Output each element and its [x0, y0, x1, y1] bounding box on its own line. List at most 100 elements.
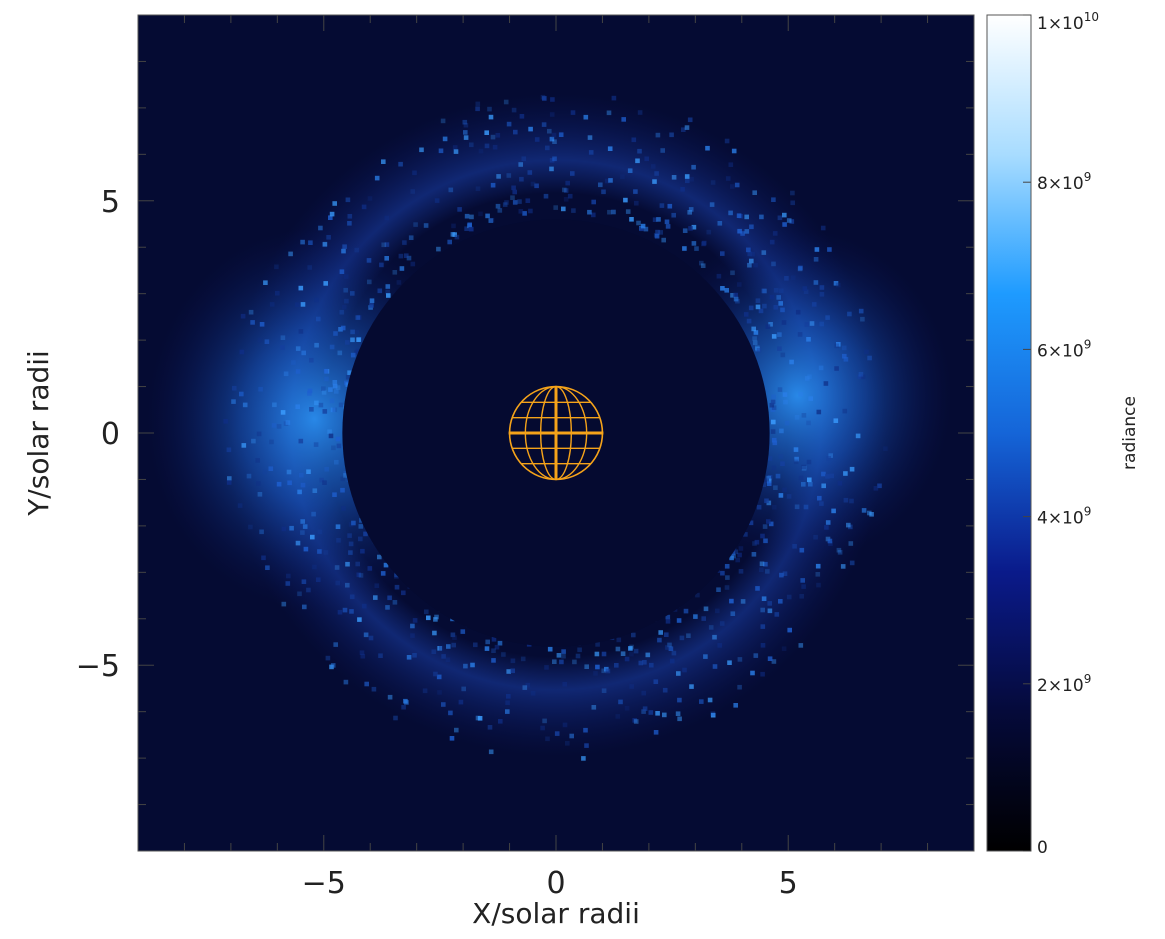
speckle	[387, 694, 393, 700]
speckle	[681, 127, 686, 132]
speckle	[772, 231, 778, 236]
speckle	[797, 332, 803, 337]
speckle	[615, 714, 621, 719]
speckle	[648, 710, 654, 715]
speckle	[667, 203, 673, 209]
speckle	[473, 642, 478, 648]
speckle	[800, 578, 805, 583]
speckle	[633, 648, 639, 654]
speckle	[506, 669, 511, 674]
speckle	[343, 274, 349, 279]
speckle	[754, 539, 760, 545]
speckle	[475, 186, 481, 191]
speckle	[807, 374, 812, 379]
speckle	[808, 396, 813, 401]
speckle	[487, 725, 493, 730]
plot-area	[137, 14, 975, 852]
speckle	[803, 504, 809, 510]
speckle	[827, 247, 832, 252]
speckle	[485, 213, 490, 219]
speckle	[676, 671, 681, 676]
speckle	[665, 619, 671, 624]
speckle	[512, 200, 518, 205]
speckle	[478, 148, 484, 154]
speckle	[300, 239, 305, 245]
speckle	[687, 117, 693, 123]
speckle	[380, 571, 386, 576]
speckle	[381, 242, 386, 248]
speckle	[737, 282, 742, 287]
speckle	[381, 159, 386, 164]
speckle	[809, 321, 815, 326]
speckle	[816, 409, 822, 415]
speckle	[295, 404, 300, 409]
speckle	[326, 235, 331, 240]
speckle	[269, 439, 274, 445]
y-tick-label: 5	[101, 185, 120, 220]
speckle	[760, 607, 765, 613]
speckle	[285, 420, 291, 425]
speckle	[361, 204, 367, 210]
speckle	[332, 201, 337, 206]
speckle	[701, 616, 706, 621]
speckle	[549, 166, 554, 172]
speckle	[259, 322, 265, 327]
speckle	[518, 162, 523, 167]
speckle	[584, 743, 589, 748]
speckle	[321, 390, 327, 395]
speckle	[616, 637, 622, 643]
speckle	[554, 731, 560, 736]
speckle	[790, 275, 796, 280]
speckle	[820, 225, 826, 231]
speckle	[317, 529, 323, 535]
speckle	[725, 176, 731, 181]
speckle	[438, 645, 444, 651]
speckle	[438, 148, 444, 154]
speckle	[303, 546, 309, 552]
speckle	[379, 262, 384, 268]
speckle	[717, 221, 723, 226]
speckle	[448, 187, 454, 193]
speckle	[410, 623, 415, 629]
speckle	[295, 540, 301, 546]
speckle	[358, 536, 363, 542]
speckle	[404, 253, 409, 258]
speckle	[794, 456, 799, 462]
speckle	[239, 391, 244, 397]
speckle	[513, 129, 518, 135]
colorbar-label: radiance	[1120, 396, 1140, 470]
speckle	[587, 135, 593, 140]
speckle	[226, 480, 232, 485]
speckle	[771, 465, 777, 471]
speckle	[311, 511, 316, 517]
speckle	[343, 470, 348, 476]
speckle	[824, 525, 829, 530]
speckle	[445, 657, 451, 662]
speckle	[301, 350, 306, 356]
speckle	[601, 668, 606, 674]
speckle	[484, 646, 490, 651]
speckle	[706, 229, 712, 235]
speckle	[558, 132, 564, 137]
speckle	[642, 706, 648, 711]
speckle	[793, 459, 799, 465]
speckle	[323, 281, 328, 286]
speckle	[307, 391, 312, 396]
speckle	[332, 380, 338, 385]
speckle	[330, 407, 336, 413]
speckle	[559, 659, 564, 665]
speckle	[712, 634, 717, 640]
speckle	[387, 595, 392, 601]
speckle	[517, 199, 522, 204]
speckle	[633, 189, 638, 194]
speckle	[761, 250, 767, 255]
speckle	[734, 182, 740, 188]
speckle	[534, 183, 539, 189]
speckle	[762, 303, 767, 309]
speckle	[242, 402, 248, 408]
speckle	[491, 658, 496, 663]
speckle	[570, 171, 575, 176]
speckle	[366, 258, 372, 263]
x-axis: −5 0 5	[183, 15, 929, 901]
speckle	[497, 208, 503, 213]
